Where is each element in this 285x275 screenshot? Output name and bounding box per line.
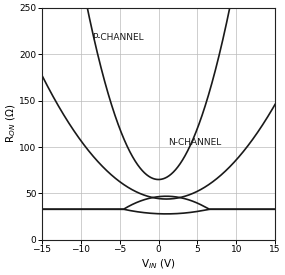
Y-axis label: R$_{ON}$ (Ω): R$_{ON}$ (Ω): [4, 104, 18, 143]
Text: N-CHANNEL: N-CHANNEL: [168, 138, 221, 147]
X-axis label: V$_{IN}$ (V): V$_{IN}$ (V): [141, 257, 176, 271]
Text: P-CHANNEL: P-CHANNEL: [92, 33, 144, 42]
